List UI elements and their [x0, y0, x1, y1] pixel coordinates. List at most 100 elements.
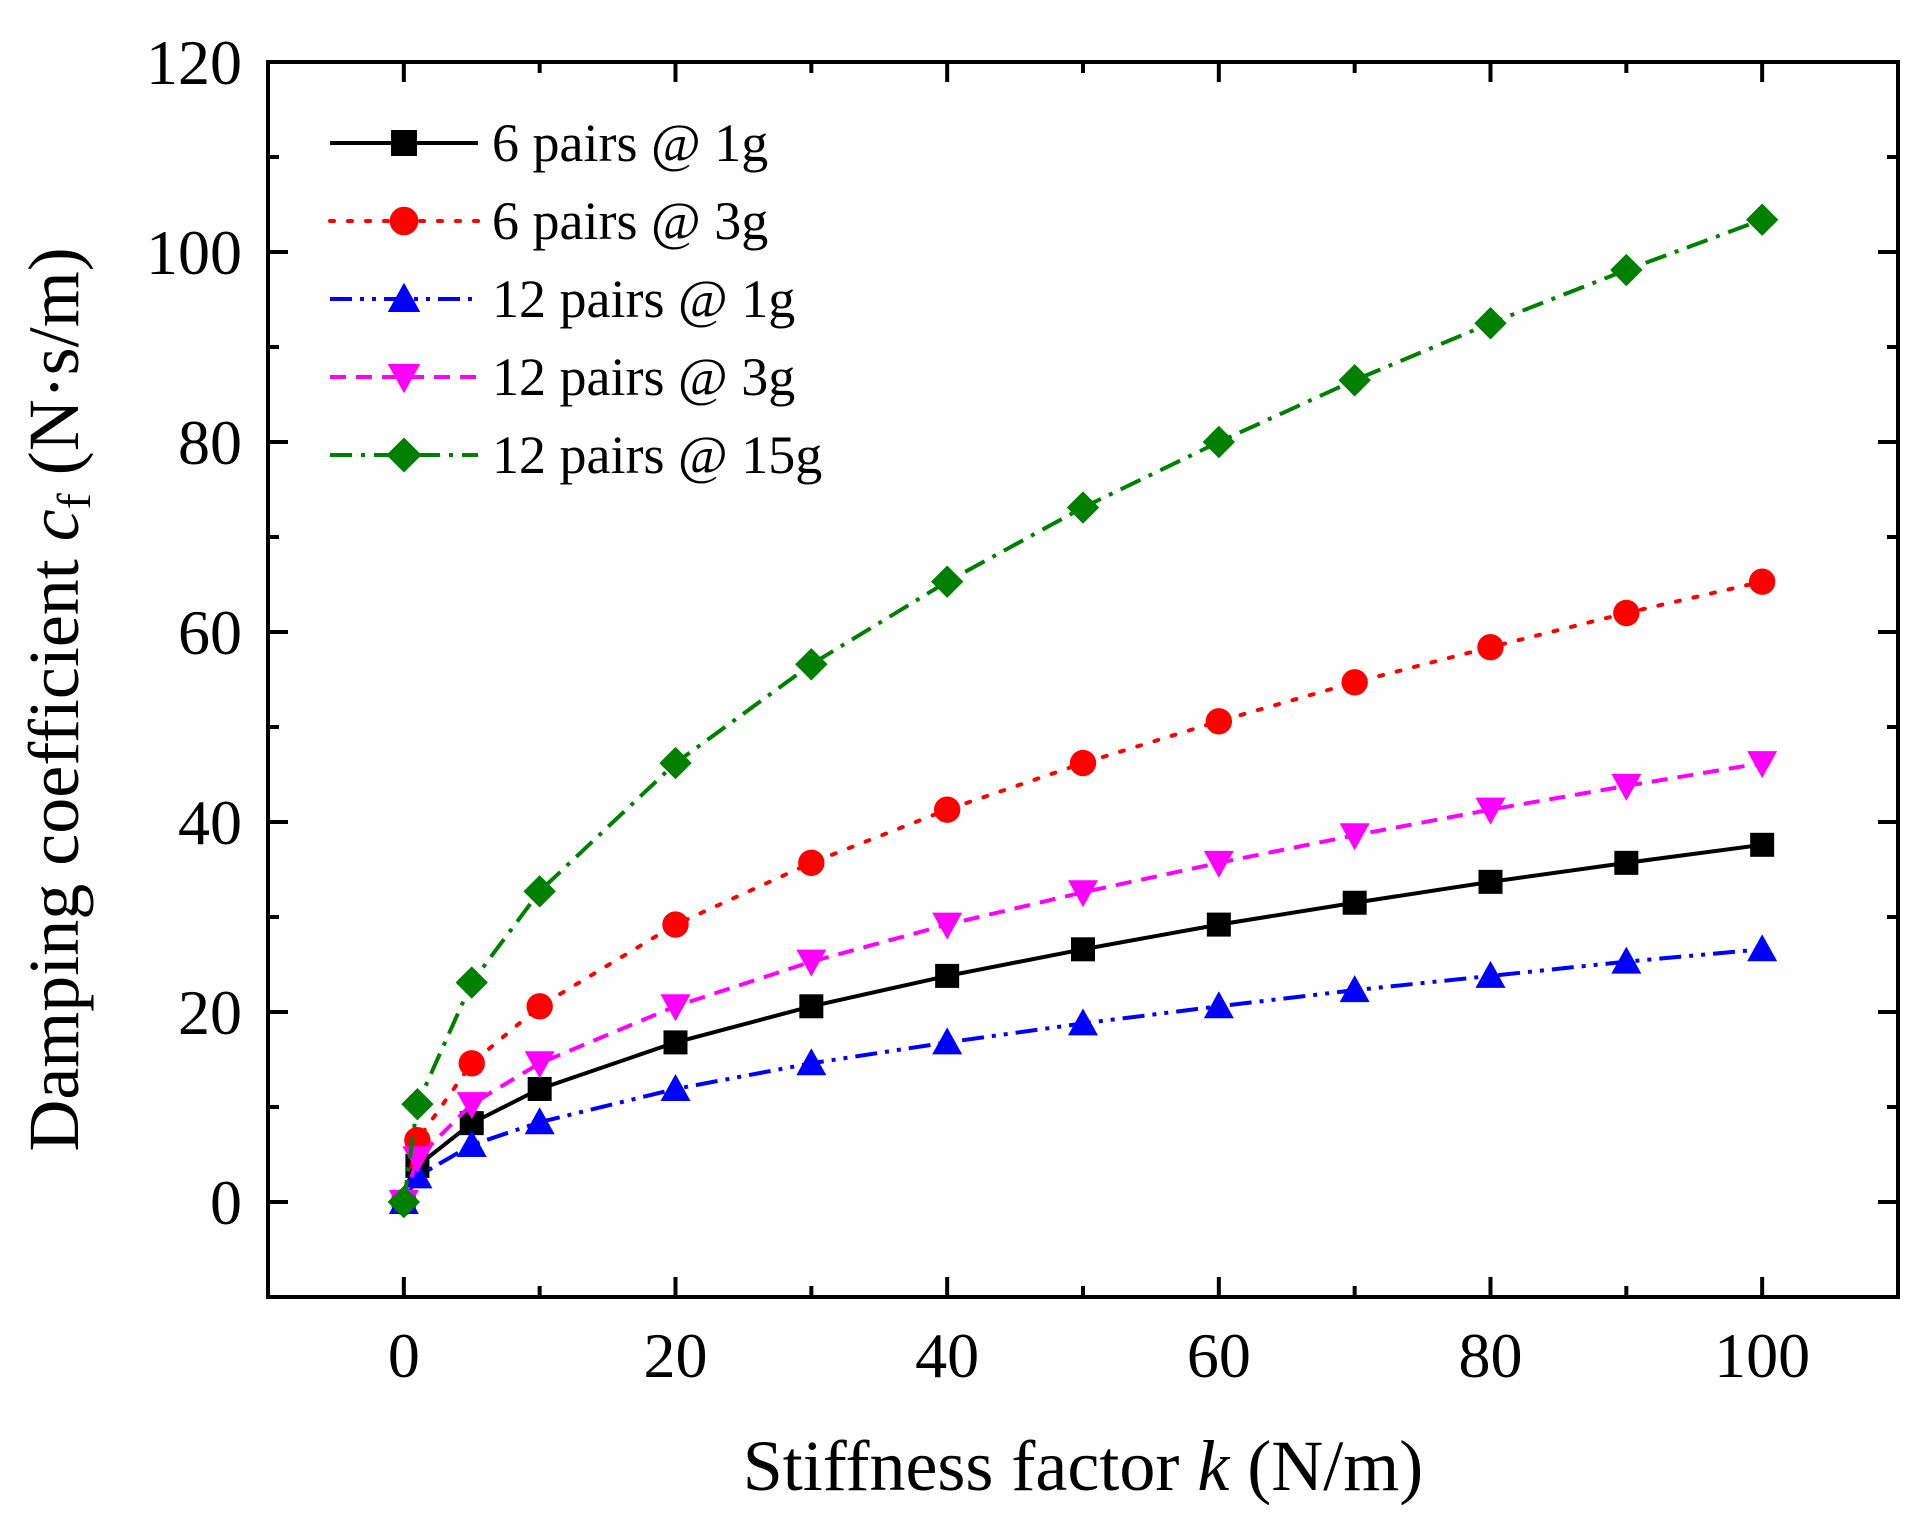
axis-ticks: 0 20 40 60 80 100 0 20 40 60 80 100 120 — [146, 27, 1900, 1391]
legend-marker — [387, 364, 421, 394]
legend-label: 12 pairs @ 3g — [492, 347, 795, 407]
data-point — [523, 875, 556, 908]
data-point — [1339, 823, 1370, 851]
data-point — [524, 1051, 555, 1079]
x-tick-label: 40 — [915, 1320, 979, 1391]
data-point — [402, 1161, 433, 1189]
data-point — [796, 1048, 827, 1076]
data-point — [660, 994, 691, 1022]
data-point — [795, 648, 828, 681]
data-point — [458, 1050, 485, 1077]
data-point — [456, 1130, 487, 1157]
y-tick-label: 60 — [178, 597, 242, 668]
y-tick-label: 20 — [178, 977, 242, 1048]
legend-item: 6 pairs @ 3g — [328, 191, 768, 251]
x-axis-title-var: k — [1197, 1426, 1231, 1506]
data-point — [1069, 749, 1097, 777]
x-tick-label: 80 — [1459, 1320, 1523, 1391]
y-axis-title-var: c — [14, 509, 94, 541]
data-point — [1611, 773, 1642, 801]
legend-item: 6 pairs @ 1g — [330, 113, 768, 173]
y-tick-label: 40 — [178, 787, 242, 858]
data-point — [930, 565, 964, 598]
data-point — [1342, 890, 1367, 915]
legend-label: 12 pairs @ 1g — [492, 269, 795, 329]
data-point — [1610, 253, 1643, 287]
data-point — [456, 1092, 487, 1120]
data-point — [1068, 1008, 1098, 1036]
legend-label: 12 pairs @ 15g — [492, 425, 822, 485]
data-point — [1748, 568, 1776, 595]
data-point — [1339, 975, 1370, 1003]
x-tick-label: 60 — [1187, 1320, 1251, 1391]
data-point — [401, 1087, 434, 1121]
legend: 6 pairs @ 1g 6 pairs @ 3g 12 pairs @ 1g 12 … — [328, 113, 822, 485]
data-point — [933, 796, 961, 823]
data-point — [1205, 708, 1233, 735]
data-point — [1747, 751, 1778, 779]
legend-label: 6 pairs @ 1g — [492, 113, 768, 173]
legend-item: 12 pairs @ 15g — [330, 425, 822, 485]
data-point — [455, 966, 488, 999]
data-point — [932, 912, 963, 940]
data-point — [527, 1076, 552, 1101]
data-point — [1203, 850, 1234, 878]
data-point — [1475, 797, 1506, 825]
data-point — [1206, 912, 1231, 937]
data-point — [799, 994, 824, 1019]
x-tick-label: 20 — [644, 1320, 708, 1391]
legend-marker — [387, 282, 421, 312]
data-point — [1475, 960, 1506, 988]
legend-marker — [386, 437, 422, 473]
legend-marker — [391, 130, 417, 156]
data-point — [798, 849, 825, 877]
data-point — [1474, 307, 1507, 340]
data-point — [1203, 991, 1234, 1019]
series-4 — [388, 751, 1778, 1217]
y-axis-title-main: Damping coefficient — [14, 541, 94, 1151]
data-point — [660, 1073, 691, 1101]
y-axis-title-sub: f — [48, 493, 101, 509]
data-point — [524, 1107, 555, 1135]
data-point — [1071, 937, 1095, 962]
plot-frame — [266, 60, 1900, 1299]
x-tick-label: 0 — [388, 1320, 420, 1391]
data-point — [1341, 669, 1368, 696]
legend-label: 6 pairs @ 3g — [492, 191, 768, 251]
data-point — [387, 1185, 421, 1219]
legend-item: 12 pairs @ 1g — [330, 269, 795, 329]
data-point — [796, 949, 827, 977]
data-point — [1477, 634, 1504, 661]
y-tick-label: 80 — [178, 407, 242, 478]
data-point — [1066, 491, 1100, 524]
x-axis-title-main: Stiffness factor — [743, 1426, 1198, 1506]
legend-item: 12 pairs @ 3g — [330, 347, 795, 407]
data-point — [1478, 869, 1503, 894]
data-point — [1747, 934, 1778, 962]
data-point — [662, 911, 689, 938]
y-axis-title: Damping coefficient cf (N·s/m) — [14, 247, 101, 1151]
series-line — [401, 761, 1763, 1203]
data-point — [1068, 880, 1098, 908]
data-point — [1745, 203, 1779, 236]
y-axis-title-unit: (N·s/m) — [14, 247, 94, 493]
series-layer — [387, 203, 1779, 1219]
data-point — [526, 993, 553, 1020]
series-line — [402, 947, 1763, 1203]
data-point — [1202, 425, 1236, 459]
data-point — [1750, 832, 1775, 857]
data-point — [932, 1027, 963, 1055]
series-3 — [388, 934, 1778, 1214]
data-point — [935, 963, 960, 988]
y-tick-label: 100 — [146, 217, 242, 288]
x-axis-title-unit: (N/m) — [1229, 1426, 1423, 1506]
data-point — [1611, 946, 1642, 974]
series-5 — [387, 203, 1779, 1219]
y-tick-label: 0 — [210, 1167, 242, 1238]
data-point — [1338, 364, 1371, 397]
data-point — [1614, 850, 1639, 875]
data-point — [1613, 599, 1640, 627]
data-point — [659, 746, 692, 780]
